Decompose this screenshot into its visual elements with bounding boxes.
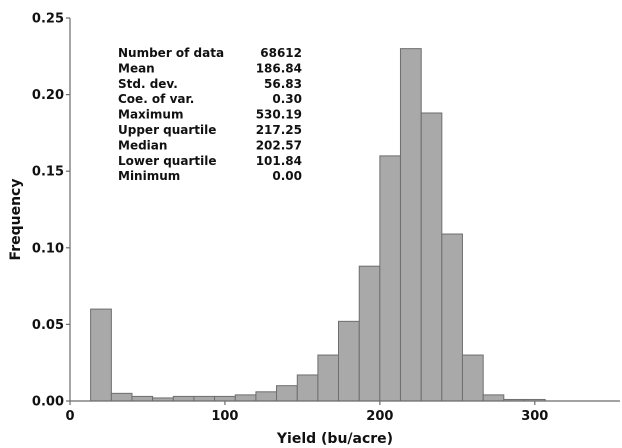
stat-label: Lower quartile [118,154,216,168]
histogram-bar [214,395,236,402]
stat-value: 530.19 [256,108,302,122]
stat-value: 202.57 [256,138,302,152]
histogram-bar [90,308,112,402]
histogram-bar [110,392,133,402]
stat-label: Number of data [118,46,224,60]
y-tick-label: 0.05 [32,318,64,333]
histogram-bar [234,394,257,402]
stat-label: Maximum [118,108,183,122]
statistics-table: Number of data 68612 Mean 186.84 Std. dev. 56… [118,46,302,183]
y-tick-label: 0.25 [32,12,64,27]
x-axis-title: Yield (bu/acre) [276,431,393,447]
histogram-bar [296,374,319,402]
histogram-bar [399,48,422,402]
histogram-bar [131,395,154,402]
histogram-bar [461,354,484,402]
histogram-bar [358,265,381,402]
stat-label: Coe. of var. [118,92,194,106]
stat-value: 186.84 [256,61,302,75]
stat-value: 101.84 [256,154,302,168]
stat-label: Upper quartile [118,123,216,137]
stat-label: Std. dev. [118,77,178,91]
stat-value: 56.83 [264,77,302,91]
y-tick-label: 0.20 [32,88,64,103]
axes-layer [69,18,620,402]
y-axis-title: Frequency [8,179,24,261]
histogram-bar [172,395,195,402]
ticks-layer: 0.00 0.05 0.10 0.15 0.20 0.25 0 100 200 300 [32,12,548,425]
histogram-bar [379,155,401,402]
stat-value: 0.00 [272,169,302,183]
y-tick-label: 0.00 [32,395,64,410]
histogram-bar [337,320,360,402]
histogram-bar [420,112,443,402]
stat-label: Median [118,138,167,152]
x-tick-label: 100 [211,409,238,424]
y-tick-label: 0.15 [32,165,64,180]
histogram-bar [255,391,278,402]
histogram-bar [193,395,216,402]
stat-label: Minimum [118,169,180,183]
y-tick-label: 0.10 [32,241,64,256]
x-tick-label: 200 [366,409,393,424]
histogram-bar [441,233,463,402]
x-tick-label: 0 [65,409,74,424]
stat-value: 0.30 [272,92,302,106]
histogram-bar [276,385,298,402]
stat-value: 217.25 [256,123,302,137]
histogram-bar [317,354,340,402]
stat-label: Mean [118,61,155,75]
histogram-bar [482,394,505,402]
stat-value: 68612 [260,46,302,60]
x-tick-label: 300 [521,409,548,424]
bars-layer [90,48,546,402]
